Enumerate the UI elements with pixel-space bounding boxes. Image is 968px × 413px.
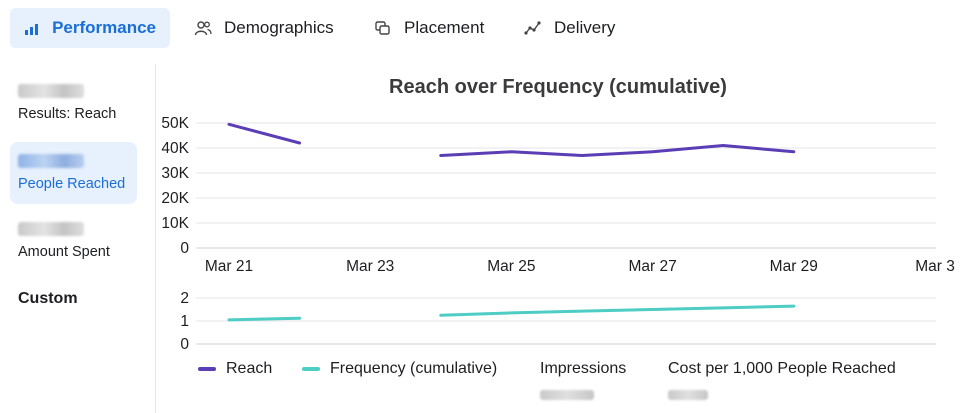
- metric-label: Results: Reach: [18, 106, 117, 122]
- y-tick-label: 1: [180, 313, 189, 330]
- x-tick-label: Mar 29: [770, 258, 818, 275]
- custom-metric-link[interactable]: Custom: [18, 290, 78, 307]
- tab-label: Delivery: [554, 18, 616, 37]
- tab-label: Performance: [52, 18, 156, 37]
- legend-item-impressions[interactable]: Impressions: [540, 360, 626, 378]
- legend-label: Frequency (cumulative): [330, 360, 498, 377]
- y-tick-label: 30K: [161, 165, 189, 182]
- metric-label: People Reached: [18, 176, 126, 192]
- metric-amount-spent[interactable]: Amount Spent: [10, 222, 137, 272]
- y-tick-label: 2: [180, 290, 189, 307]
- redacted-value: [668, 390, 708, 400]
- legend-item-cpm[interactable]: Cost per 1,000 People Reached: [668, 360, 896, 378]
- y-tick-label: 20K: [161, 190, 189, 207]
- tab-label: Placement: [404, 18, 485, 37]
- legend-item-frequency[interactable]: Frequency (cumulative): [302, 360, 497, 378]
- x-tick-label: Mar 27: [628, 258, 676, 275]
- reach-series-line: [227, 122, 302, 145]
- y-tick-label: 10K: [161, 215, 189, 232]
- placement-icon: [375, 21, 390, 35]
- delivery-icon: [524, 21, 541, 35]
- x-tick-label: Mar 3: [915, 258, 955, 275]
- redacted-value: [540, 390, 594, 400]
- x-tick-label: Mar 21: [205, 258, 253, 275]
- legend-label: Reach: [226, 360, 273, 377]
- bar-chart-icon: [25, 21, 41, 35]
- metric-people-reached[interactable]: People Reached: [10, 142, 137, 204]
- x-tick-label: Mar 23: [346, 258, 394, 275]
- sidebar-divider: [155, 64, 156, 413]
- legend-swatch: [198, 367, 216, 371]
- tab-demographics[interactable]: Demographics: [180, 8, 348, 48]
- redacted-value: [18, 222, 84, 236]
- metric-results-reach[interactable]: Results: Reach: [10, 84, 137, 134]
- tab-delivery[interactable]: Delivery: [510, 8, 629, 48]
- y-tick-label: 0: [180, 336, 189, 353]
- tab-bar: Performance Demographics Placement Deliv…: [0, 0, 968, 58]
- redacted-value: [18, 154, 84, 168]
- x-tick-label: Mar 25: [487, 258, 535, 275]
- legend-label: Cost per 1,000 People Reached: [668, 360, 896, 377]
- people-icon: [194, 21, 212, 36]
- y-tick-label: 40K: [161, 140, 189, 157]
- reach-series-line: [439, 144, 796, 157]
- chart-title: Reach over Frequency (cumulative): [389, 76, 727, 98]
- legend-item-reach[interactable]: Reach: [198, 360, 272, 378]
- legend-swatch: [302, 367, 320, 371]
- legend-label: Impressions: [540, 360, 627, 377]
- metric-label: Amount Spent: [18, 244, 110, 260]
- frequency-series-line: [439, 304, 796, 317]
- tab-placement[interactable]: Placement: [360, 8, 498, 48]
- y-tick-label: 50K: [161, 115, 189, 132]
- tab-label: Demographics: [224, 18, 334, 37]
- redacted-value: [18, 84, 84, 98]
- frequency-series-line: [227, 316, 302, 322]
- tab-performance[interactable]: Performance: [10, 8, 170, 48]
- y-tick-label: 0: [180, 240, 189, 257]
